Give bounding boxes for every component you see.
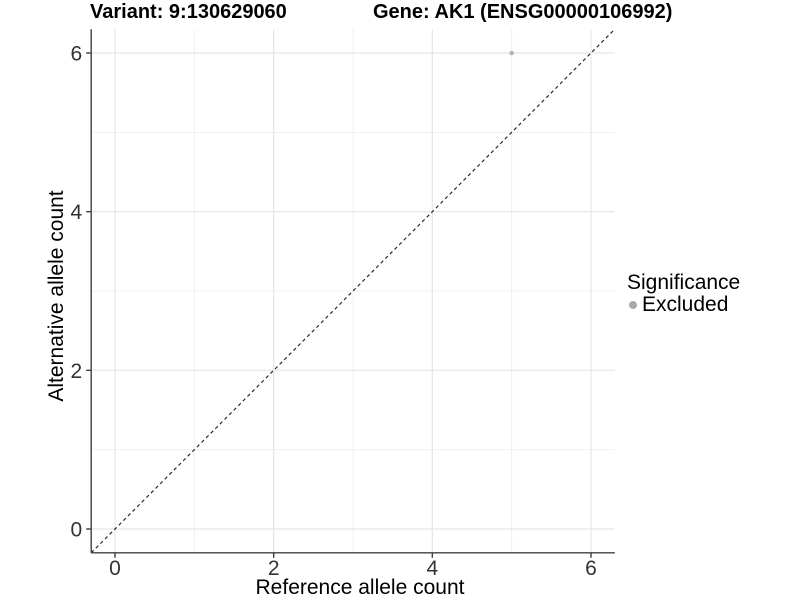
y-tick-label: 6 xyxy=(71,43,83,66)
x-tick-label: 0 xyxy=(109,557,121,577)
gene-title: Gene: AK1 (ENSG00000106992) xyxy=(373,1,673,23)
plot-panel: 0 2 4 6 0 2 4 6 xyxy=(71,29,616,577)
y-tick-label: 4 xyxy=(71,201,83,224)
x-tick-label: 2 xyxy=(268,557,280,577)
y-tick-label: 2 xyxy=(71,360,83,383)
x-tick-label: 4 xyxy=(426,557,438,577)
y-tick-label: 0 xyxy=(71,519,83,542)
legend: Significance Excluded xyxy=(627,272,740,315)
excluded-point-icon xyxy=(629,300,637,309)
legend-item-label: Excluded xyxy=(642,293,729,316)
legend-item-excluded: Excluded xyxy=(629,294,740,315)
x-tick-label: 6 xyxy=(585,557,597,577)
data-point xyxy=(509,50,514,56)
x-axis-title: Reference allele count xyxy=(255,576,465,599)
variant-title: Variant: 9:130629060 xyxy=(90,1,287,23)
legend-title: Significance xyxy=(627,271,741,294)
